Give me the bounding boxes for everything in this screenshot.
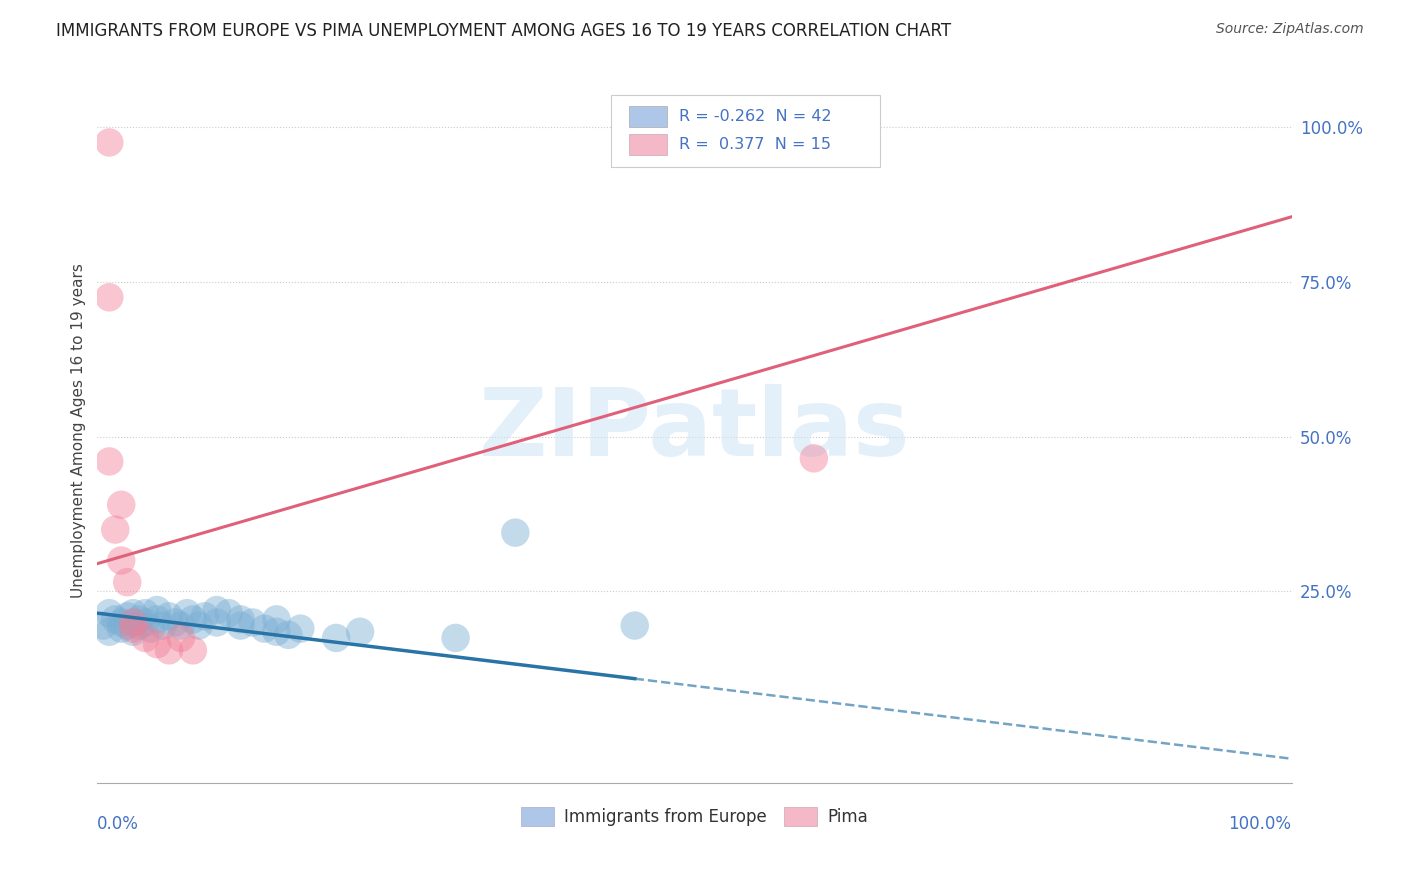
Point — [266, 624, 288, 639]
Point — [170, 631, 193, 645]
Point — [128, 618, 150, 632]
Point — [176, 606, 198, 620]
Point — [146, 612, 169, 626]
Point — [170, 618, 193, 632]
Text: R =  0.377  N = 15: R = 0.377 N = 15 — [679, 137, 831, 152]
Point — [181, 643, 204, 657]
Point — [110, 622, 132, 636]
Y-axis label: Unemployment Among Ages 16 to 19 years: Unemployment Among Ages 16 to 19 years — [72, 263, 86, 598]
FancyBboxPatch shape — [610, 95, 880, 167]
Point — [104, 612, 127, 626]
Point — [505, 525, 527, 540]
Point — [194, 609, 217, 624]
Bar — [628, 134, 666, 155]
Point — [253, 622, 276, 636]
Point — [229, 612, 252, 626]
Point — [163, 615, 186, 630]
Point — [110, 498, 132, 512]
Point — [98, 290, 121, 304]
Text: 100.0%: 100.0% — [1229, 815, 1292, 833]
Bar — [628, 105, 666, 127]
Point — [115, 575, 138, 590]
Point — [444, 631, 467, 645]
Point — [803, 451, 825, 466]
Point — [181, 612, 204, 626]
Point — [205, 615, 228, 630]
Point — [128, 612, 150, 626]
Point — [218, 606, 240, 620]
Text: IMMIGRANTS FROM EUROPE VS PIMA UNEMPLOYMENT AMONG AGES 16 TO 19 YEARS CORRELATIO: IMMIGRANTS FROM EUROPE VS PIMA UNEMPLOYM… — [56, 22, 952, 40]
Point — [242, 615, 264, 630]
Point — [134, 615, 156, 630]
Point — [122, 606, 145, 620]
Point — [134, 631, 156, 645]
Text: Source: ZipAtlas.com: Source: ZipAtlas.com — [1216, 22, 1364, 37]
Point — [98, 624, 121, 639]
Point — [122, 624, 145, 639]
Point — [98, 454, 121, 468]
Text: R = -0.262  N = 42: R = -0.262 N = 42 — [679, 109, 831, 124]
Point — [122, 615, 145, 630]
Legend: Immigrants from Europe, Pima: Immigrants from Europe, Pima — [515, 800, 875, 833]
Point — [139, 622, 162, 636]
Point — [115, 609, 138, 624]
Point — [349, 624, 371, 639]
Point — [157, 643, 180, 657]
Point — [205, 603, 228, 617]
Text: ZIPatlas: ZIPatlas — [479, 384, 910, 476]
Point — [110, 553, 132, 567]
Point — [122, 622, 145, 636]
Point — [290, 622, 312, 636]
Point — [325, 631, 347, 645]
Point — [157, 609, 180, 624]
Point — [98, 606, 121, 620]
Point — [91, 618, 114, 632]
Point — [266, 612, 288, 626]
Point — [115, 618, 138, 632]
Point — [152, 618, 174, 632]
Point — [104, 523, 127, 537]
Point — [277, 628, 299, 642]
Point — [187, 618, 209, 632]
Point — [134, 606, 156, 620]
Point — [229, 618, 252, 632]
Text: 0.0%: 0.0% — [97, 815, 139, 833]
Point — [623, 618, 645, 632]
Point — [122, 615, 145, 630]
Point — [146, 603, 169, 617]
Point — [146, 637, 169, 651]
Point — [110, 615, 132, 630]
Point — [98, 136, 121, 150]
